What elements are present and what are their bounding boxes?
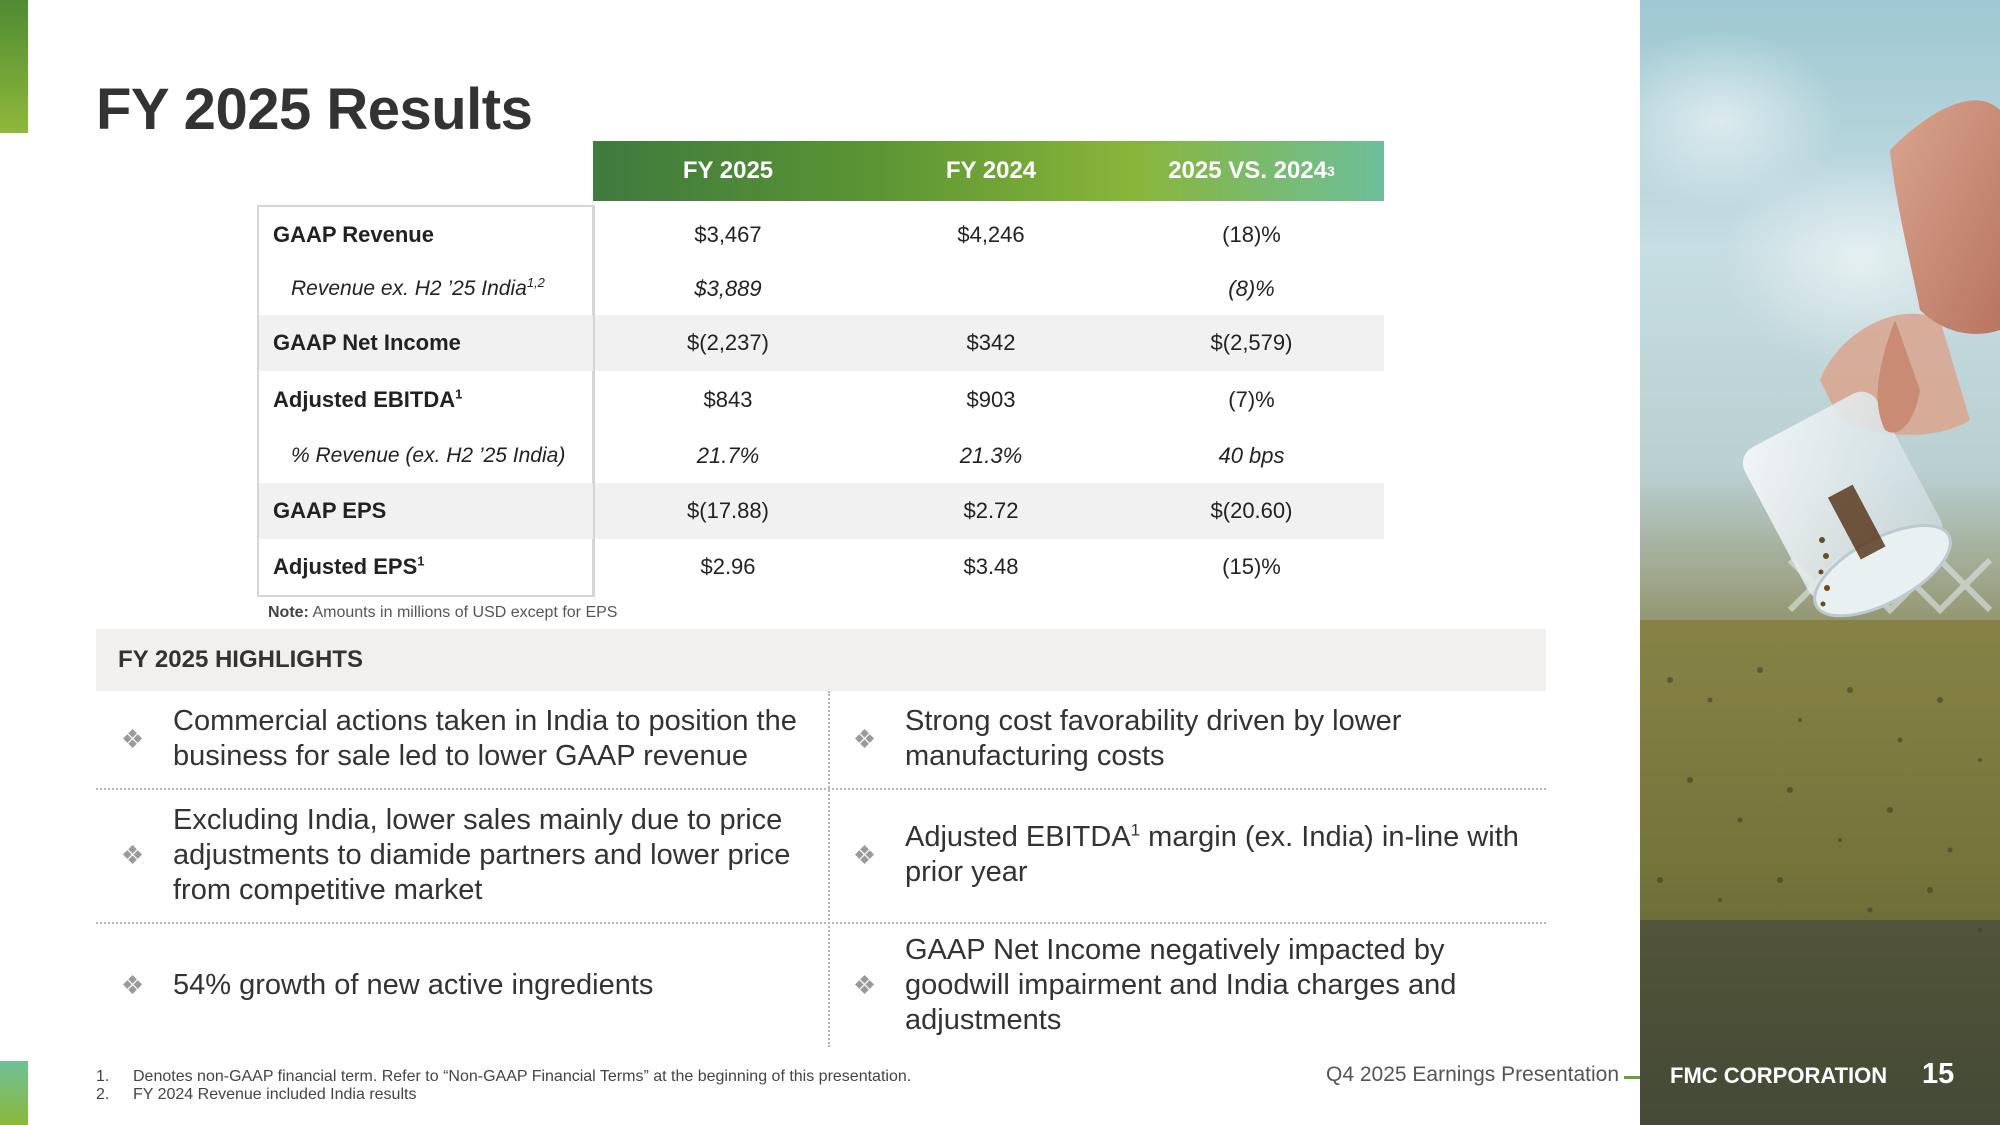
column-header-fy2024: FY 2024	[945, 157, 1037, 184]
diamond-bullet-icon: ❖	[120, 839, 145, 870]
highlight-item: ❖ Strong cost favorability driven by low…	[842, 691, 1542, 787]
page-title: FY 2025 Results	[96, 77, 533, 142]
footer-rule	[1624, 1076, 1654, 1079]
highlights-heading: FY 2025 HIGHLIGHTS	[96, 629, 1546, 691]
footnotes: 1. Denotes non-GAAP financial term. Refer…	[96, 1068, 911, 1104]
page-number: 15	[1922, 1058, 1955, 1090]
table-row: % Revenue (ex. H2 ’25 India) 21.7% 21.3%…	[259, 429, 1384, 483]
highlight-text: Strong cost favorability driven by lower…	[905, 705, 1402, 772]
row-label: GAAP Revenue	[273, 222, 434, 247]
cell-change: (15)%	[1222, 554, 1281, 579]
table-row: Adjusted EPS1 $2.96 $3.48 (15)%	[259, 539, 1384, 595]
table-row: GAAP EPS $(17.88) $2.72 $(20.60)	[259, 483, 1384, 539]
row-label: Revenue ex. H2 ’25 India1,2	[291, 275, 545, 300]
column-header-change-label: 2025 VS. 2024	[1168, 157, 1327, 184]
highlights-row-divider	[96, 788, 1546, 790]
cell-fy2024: $2.72	[963, 498, 1019, 523]
row-label: GAAP EPS	[273, 498, 387, 523]
cell-fy2025: $3,467	[694, 222, 762, 247]
table-note: Note: Amounts in millions of USD except …	[268, 604, 618, 621]
accent-bar-top	[0, 0, 28, 133]
table-divider	[593, 205, 595, 597]
row-label: GAAP Net Income	[273, 330, 461, 355]
highlight-item: ❖ Excluding India, lower sales mainly du…	[110, 789, 826, 921]
table-row: GAAP Revenue $3,467 $4,246 (18)%	[259, 207, 1384, 263]
table-row: Revenue ex. H2 ’25 India1,2 $3,889 (8)%	[259, 263, 1384, 315]
diamond-bullet-icon: ❖	[852, 723, 877, 754]
highlight-item: ❖ Commercial actions taken in India to p…	[110, 691, 826, 787]
cell-change: $(2,579)	[1210, 330, 1293, 355]
diamond-bullet-icon: ❖	[852, 969, 877, 1000]
table-row: GAAP Net Income $(2,237) $342 $(2,579)	[259, 315, 1384, 371]
diamond-bullet-icon: ❖	[120, 723, 145, 754]
cell-fy2025: $2.96	[700, 554, 756, 579]
table-row: Adjusted EBITDA1 $843 $903 (7)%	[259, 371, 1384, 429]
cell-change: 40 bps	[1218, 443, 1285, 468]
cell-change: (18)%	[1222, 222, 1281, 247]
row-label: % Revenue (ex. H2 ’25 India)	[291, 444, 566, 467]
table-header: FY 2025 FY 2024 2025 VS. 2024 3	[593, 141, 1384, 201]
highlight-text: 54% growth of new active ingredients	[173, 968, 654, 1001]
cell-fy2024: 21.3%	[959, 443, 1023, 468]
cell-fy2025: $3,889	[694, 276, 762, 301]
company-name: FMC CORPORATION	[1670, 1063, 1888, 1088]
footnote: 2. FY 2024 Revenue included India results	[96, 1086, 417, 1103]
photo-hand-pouring-seeds	[1640, 0, 2000, 1125]
cell-fy2025: $843	[703, 387, 753, 412]
highlight-item: ❖ Adjusted EBITDA1 margin (ex. India) in…	[842, 789, 1542, 921]
cell-fy2025: 21.7%	[696, 443, 760, 468]
presentation-name: Q4 2025 Earnings Presentation	[1326, 1063, 1620, 1086]
row-label: Adjusted EPS1	[273, 553, 425, 579]
row-label: Adjusted EBITDA1	[273, 386, 463, 412]
diamond-bullet-icon: ❖	[852, 839, 877, 870]
highlight-item: ❖ 54% growth of new active ingredients	[110, 923, 826, 1047]
cell-fy2024: $903	[966, 387, 1016, 412]
diamond-bullet-icon: ❖	[120, 969, 145, 1000]
accent-bar-bottom	[0, 1061, 28, 1125]
cell-fy2025: $(17.88)	[687, 498, 769, 523]
column-header-change: 2025 VS. 2024 3	[1168, 157, 1335, 184]
column-header-fy2025: FY 2025	[682, 157, 774, 184]
cell-fy2024: $342	[966, 330, 1016, 355]
highlight-item: ❖ GAAP Net Income negatively impacted by…	[842, 923, 1542, 1047]
cell-change: $(20.60)	[1210, 498, 1293, 523]
cell-fy2025: $(2,237)	[687, 330, 769, 355]
photo-illustration	[1640, 30, 2000, 1125]
cell-change: (7)%	[1228, 387, 1275, 412]
highlight-text: Commercial actions taken in India to pos…	[173, 705, 797, 772]
footnote: 1. Denotes non-GAAP financial term. Refer…	[96, 1068, 912, 1085]
cell-fy2024: $3.48	[963, 554, 1019, 579]
highlight-text: Excluding India, lower sales mainly due …	[173, 803, 791, 906]
cell-fy2024: $4,246	[957, 222, 1025, 247]
cell-change: (8)%	[1228, 276, 1275, 301]
highlights-column-divider	[828, 691, 830, 1047]
highlight-text: Adjusted EBITDA1 margin (ex. India) in-l…	[905, 820, 1519, 888]
highlights-row-divider	[96, 922, 1546, 924]
highlight-text: GAAP Net Income negatively impacted by g…	[905, 933, 1457, 1036]
